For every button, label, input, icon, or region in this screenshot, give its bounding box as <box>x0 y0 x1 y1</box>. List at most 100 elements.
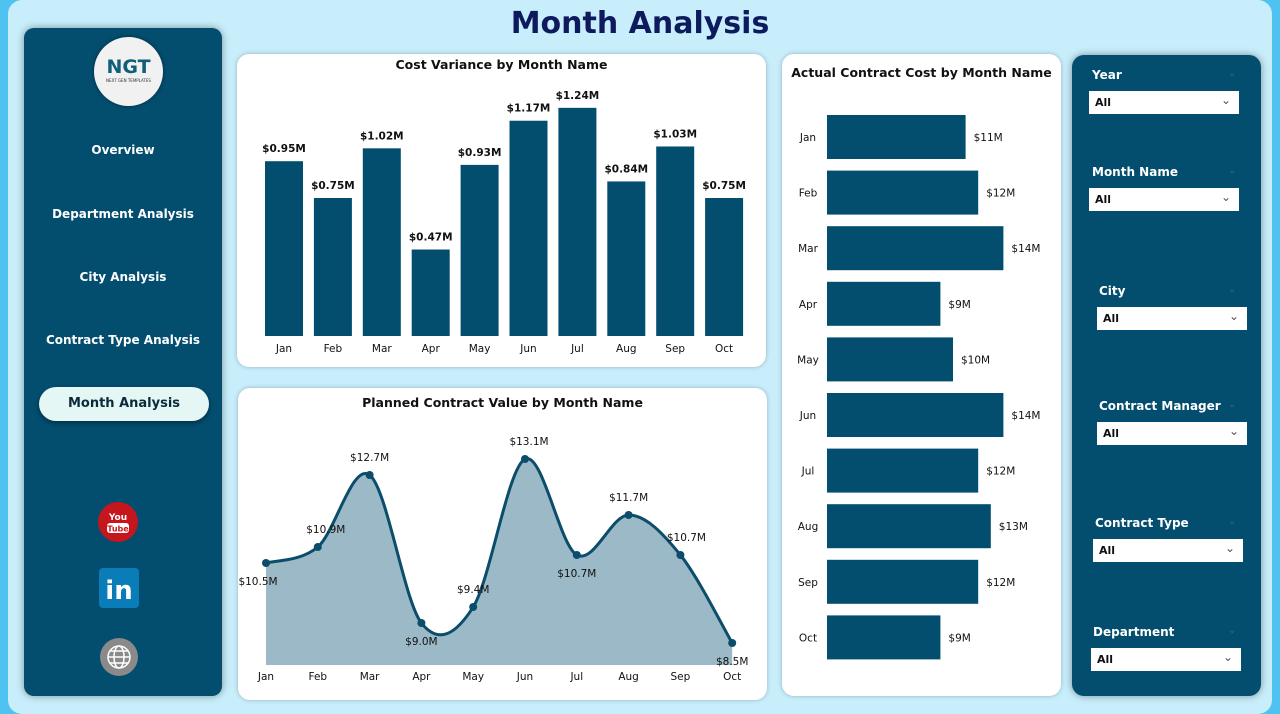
collapse-chevron-icon[interactable]: ⌄ <box>1228 165 1237 176</box>
data-label: $0.75M <box>702 180 746 192</box>
x-tick-label: Jun <box>519 343 536 355</box>
collapse-chevron-icon[interactable]: ⌄ <box>1228 399 1237 410</box>
filter-dropdown[interactable]: All ⌄ <box>1089 188 1239 211</box>
chevron-down-icon: ⌄ <box>1222 650 1233 664</box>
x-tick-label: Sep <box>665 343 685 355</box>
data-label: $0.93M <box>458 147 502 159</box>
y-tick-label: Jul <box>801 466 815 478</box>
x-tick-label: Jan <box>257 671 274 683</box>
chevron-down-icon: ⌄ <box>1228 309 1239 323</box>
x-tick-label: Jul <box>569 671 583 683</box>
data-label: $0.47M <box>409 232 453 244</box>
filter-label: City <box>1099 284 1126 298</box>
data-label: $12M <box>986 466 1015 478</box>
data-label: $1.03M <box>653 128 697 140</box>
data-label: $12.7M <box>350 452 389 464</box>
linkedin-icon[interactable]: in <box>99 568 139 608</box>
nav-contract-type-analysis[interactable]: Contract Type Analysis <box>45 333 201 347</box>
y-tick-label: Apr <box>799 299 818 311</box>
actual-contract-cost-chart: Actual Contract Cost by Month Name $11M J… <box>782 54 1061 696</box>
data-point <box>521 455 529 463</box>
planned-contract-value-chart: Planned Contract Value by Month Name $10… <box>238 388 767 700</box>
filter-dropdown[interactable]: All ⌄ <box>1097 422 1247 445</box>
bar <box>827 393 1004 437</box>
data-label: $1.17M <box>507 103 551 115</box>
filter-label: Department <box>1093 625 1175 639</box>
y-tick-label: May <box>797 354 819 366</box>
filter-label: Contract Type <box>1095 516 1189 530</box>
bar <box>460 164 499 336</box>
nav-city-analysis[interactable]: City Analysis <box>79 270 167 284</box>
data-label: $0.95M <box>262 143 306 155</box>
bar <box>607 181 646 336</box>
filter-dropdown[interactable]: All ⌄ <box>1097 307 1247 330</box>
collapse-chevron-icon[interactable]: ⌄ <box>1228 68 1237 79</box>
data-point <box>624 511 633 519</box>
x-tick-label: Oct <box>715 343 733 355</box>
data-label: $9M <box>948 632 970 644</box>
chart-title: Cost Variance by Month Name <box>395 57 608 72</box>
chevron-down-icon: ⌄ <box>1220 93 1231 107</box>
filter-label: Month Name <box>1092 165 1178 179</box>
x-tick-label: Jun <box>516 671 533 683</box>
x-tick-label: May <box>462 671 484 683</box>
data-label: $9M <box>948 299 970 311</box>
bar <box>411 249 450 336</box>
bar <box>362 148 401 336</box>
data-label: $0.84M <box>604 163 648 175</box>
x-tick-label: Feb <box>324 343 343 355</box>
bar <box>827 226 1004 271</box>
bar <box>827 115 966 159</box>
data-point <box>572 551 581 559</box>
data-point <box>313 543 322 551</box>
x-tick-label: Apr <box>422 343 441 355</box>
data-label: $13.1M <box>509 436 548 448</box>
data-point <box>365 471 374 479</box>
bar <box>656 146 695 336</box>
filter-dropdown[interactable]: All ⌄ <box>1093 539 1243 562</box>
area-fill <box>266 458 733 665</box>
x-tick-label: Feb <box>309 671 328 683</box>
x-tick-label: Aug <box>618 671 639 683</box>
data-label: $1.02M <box>360 130 404 142</box>
globe-icon[interactable] <box>99 637 139 677</box>
data-point <box>417 619 426 627</box>
chart-title: Planned Contract Value by Month Name <box>362 395 643 410</box>
y-tick-label: Aug <box>798 521 819 533</box>
data-label: $10.7M <box>557 568 596 580</box>
collapse-chevron-icon[interactable]: ⌄ <box>1228 516 1237 527</box>
bar <box>705 198 744 336</box>
y-tick-label: Jan <box>799 132 816 144</box>
nav-department-analysis[interactable]: Department Analysis <box>52 207 194 221</box>
data-label: $1.24M <box>556 90 600 102</box>
data-label: $0.75M <box>311 180 355 192</box>
data-label: $11M <box>974 132 1003 144</box>
filter-dropdown[interactable]: All ⌄ <box>1091 648 1241 671</box>
chart-title: Actual Contract Cost by Month Name <box>791 65 1052 80</box>
data-label: $11.7M <box>609 492 648 504</box>
bar <box>265 161 303 336</box>
filter-dropdown[interactable]: All ⌄ <box>1089 91 1239 114</box>
filter-panel <box>1072 55 1261 696</box>
x-tick-label: Oct <box>723 671 741 683</box>
collapse-chevron-icon[interactable]: ⌄ <box>1228 625 1237 636</box>
nav-month-analysis[interactable]: Month Analysis <box>39 387 209 421</box>
data-label: $12M <box>986 577 1015 589</box>
page-title: Month Analysis <box>510 6 770 41</box>
data-label: $12M <box>986 188 1015 200</box>
x-tick-label: Aug <box>616 343 637 355</box>
data-label: $9.0M <box>405 636 437 648</box>
data-point <box>262 559 270 567</box>
nav-overview[interactable]: Overview <box>91 143 155 157</box>
collapse-chevron-icon[interactable]: ⌄ <box>1228 284 1237 295</box>
chevron-down-icon: ⌄ <box>1220 190 1231 204</box>
chevron-down-icon: ⌄ <box>1224 541 1235 555</box>
bar <box>827 559 979 604</box>
data-label: $10.5M <box>238 576 277 588</box>
data-label: $8.5M <box>716 656 748 668</box>
data-label: $14M <box>1011 410 1040 422</box>
youtube-icon[interactable]: You Tube <box>98 502 138 542</box>
filter-label: Year <box>1092 68 1122 82</box>
x-tick-label: Mar <box>372 343 392 355</box>
svg-text:You: You <box>108 513 127 523</box>
